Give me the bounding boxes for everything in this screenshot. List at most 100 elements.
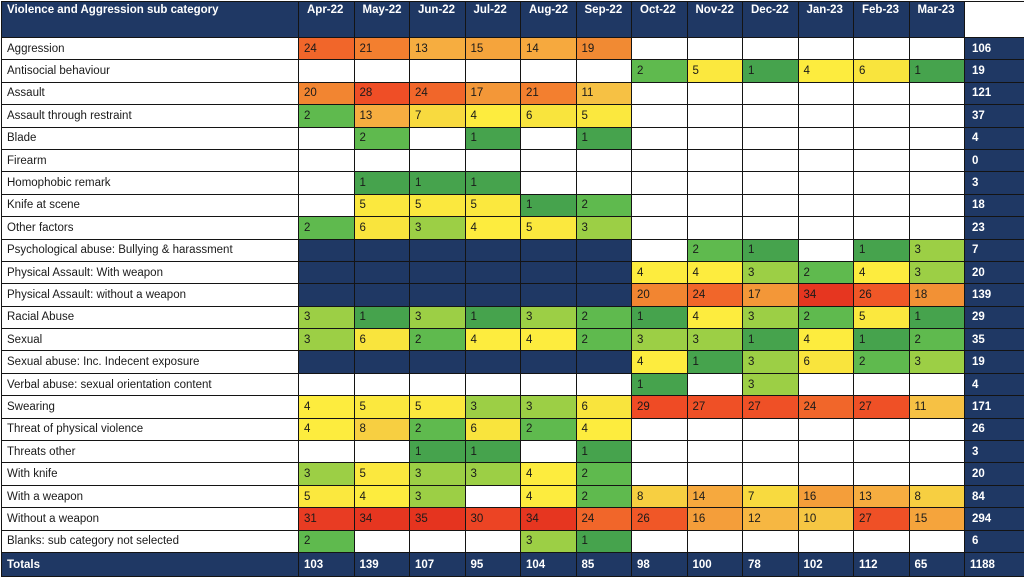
column-total: 98	[631, 552, 688, 577]
heatmap-cell-empty	[686, 81, 743, 106]
heatmap-cell-empty	[908, 529, 965, 554]
row-label: Assault	[1, 81, 299, 106]
row-total: 35	[964, 328, 1024, 352]
month-header: Jul-22	[464, 1, 521, 38]
heatmap-cell: 4	[353, 484, 410, 509]
heatmap-cell: 2	[797, 260, 854, 285]
heatmap-cell: 8	[353, 417, 410, 442]
row-total: 106	[964, 36, 1024, 61]
heatmap-cell-empty	[853, 462, 910, 486]
heatmap-cell-empty	[409, 126, 466, 150]
table-row: Sexual abuse: Inc. Indecent exposure 4 1 3 6…	[1, 350, 1024, 374]
heatmap-cell-empty	[797, 193, 854, 218]
column-total: 107	[409, 552, 466, 577]
heatmap-cell: 1	[631, 305, 688, 330]
heatmap-cell: 4	[464, 328, 521, 352]
heatmap-cell-no-data	[353, 350, 410, 374]
heatmap-cell-empty	[686, 462, 743, 486]
heatmap-cell: 2	[353, 126, 410, 150]
heatmap-cell-no-data	[464, 238, 521, 262]
row-total: 3	[964, 440, 1024, 464]
table-row: Racial Abuse 3 1 3 1 3 2 1 4 3 2 5 1 29	[1, 305, 1024, 330]
heatmap-cell-empty	[797, 36, 854, 61]
heatmap-cell-no-data	[520, 350, 577, 374]
heatmap-cell-empty	[853, 372, 910, 397]
heatmap-cell-empty	[853, 104, 910, 128]
heatmap-cell: 12	[742, 507, 799, 531]
heatmap-cell: 3	[908, 260, 965, 285]
heatmap-cell: 1	[353, 171, 410, 195]
heatmap-cell: 20	[298, 81, 355, 106]
heatmap-cell: 8	[631, 484, 688, 509]
heatmap-cell-empty	[353, 440, 410, 464]
grand-total: 1188	[964, 552, 1024, 577]
month-header: Aug-22	[520, 1, 577, 38]
heatmap-cell: 27	[742, 395, 799, 419]
heatmap-cell: 3	[409, 462, 466, 486]
table-body: Aggression 24 21 13 15 14 19 106 Antisocial beha…	[1, 36, 1024, 554]
row-total: 20	[964, 462, 1024, 486]
row-total: 4	[964, 126, 1024, 150]
heatmap-cell-empty	[742, 440, 799, 464]
row-total: 171	[964, 395, 1024, 419]
heatmap-cell: 24	[298, 36, 355, 61]
month-header: May-22	[353, 1, 410, 38]
heatmap-cell: 3	[742, 372, 799, 397]
heatmap-cell-empty	[908, 193, 965, 218]
heatmap-cell: 1	[464, 440, 521, 464]
heatmap-cell-empty	[464, 529, 521, 554]
heatmap-cell: 5	[686, 59, 743, 83]
table-row: Homophobic remark 1 1 1 3	[1, 171, 1024, 195]
heatmap-cell: 4	[464, 216, 521, 240]
heatmap-cell: 20	[631, 283, 688, 307]
table-row: Other factors 2 6 3 4 5 3 23	[1, 216, 1024, 240]
column-total: 78	[742, 552, 799, 577]
heatmap-cell: 34	[520, 507, 577, 531]
heatmap-cell: 5	[520, 216, 577, 240]
heatmap-cell-empty	[686, 104, 743, 128]
heatmap-cell-empty	[631, 104, 688, 128]
heatmap-cell: 2	[298, 529, 355, 554]
heatmap-cell-no-data	[575, 283, 632, 307]
row-total: 19	[964, 59, 1024, 83]
heatmap-cell: 24	[797, 395, 854, 419]
heatmap-cell: 2	[631, 59, 688, 83]
heatmap-cell: 2	[298, 216, 355, 240]
heatmap-cell: 4	[631, 260, 688, 285]
heatmap-cell: 2	[575, 484, 632, 509]
header-row: Violence and Aggression sub category Apr…	[1, 1, 1024, 38]
heatmap-cell: 3	[908, 238, 965, 262]
heatmap-cell-empty	[742, 216, 799, 240]
month-header: Mar-23	[908, 1, 965, 38]
table-row: Threat of physical violence 4 8 2 6 2 4 26	[1, 417, 1024, 442]
heatmap-cell: 1	[575, 529, 632, 554]
heatmap-cell: 1	[908, 305, 965, 330]
heatmap-cell-empty	[742, 81, 799, 106]
row-total: 20	[964, 260, 1024, 285]
heatmap-cell-no-data	[520, 238, 577, 262]
heatmap-cell-empty	[742, 36, 799, 61]
heatmap-cell-no-data	[409, 260, 466, 285]
heatmap-cell-empty	[520, 126, 577, 150]
heatmap-cell: 3	[686, 328, 743, 352]
column-total: 112	[853, 552, 910, 577]
row-label: Antisocial behaviour	[1, 59, 299, 83]
heatmap-cell-empty	[797, 529, 854, 554]
heatmap-cell: 27	[853, 395, 910, 419]
heatmap-cell: 13	[853, 484, 910, 509]
heatmap-cell-no-data	[409, 350, 466, 374]
heatmap-cell: 6	[853, 59, 910, 83]
heatmap-cell: 17	[742, 283, 799, 307]
heatmap-cell-no-data	[409, 283, 466, 307]
row-label: Threats other	[1, 440, 299, 464]
heatmap-cell-empty	[742, 148, 799, 173]
row-total: 29	[964, 305, 1024, 330]
month-header: Feb-23	[853, 1, 910, 38]
heatmap-cell: 5	[353, 462, 410, 486]
heatmap-cell: 6	[353, 216, 410, 240]
heatmap-cell: 27	[686, 395, 743, 419]
heatmap-cell: 5	[353, 395, 410, 419]
heatmap-cell: 1	[742, 59, 799, 83]
heatmap-cell-empty	[797, 238, 854, 262]
heatmap-cell-empty	[908, 81, 965, 106]
